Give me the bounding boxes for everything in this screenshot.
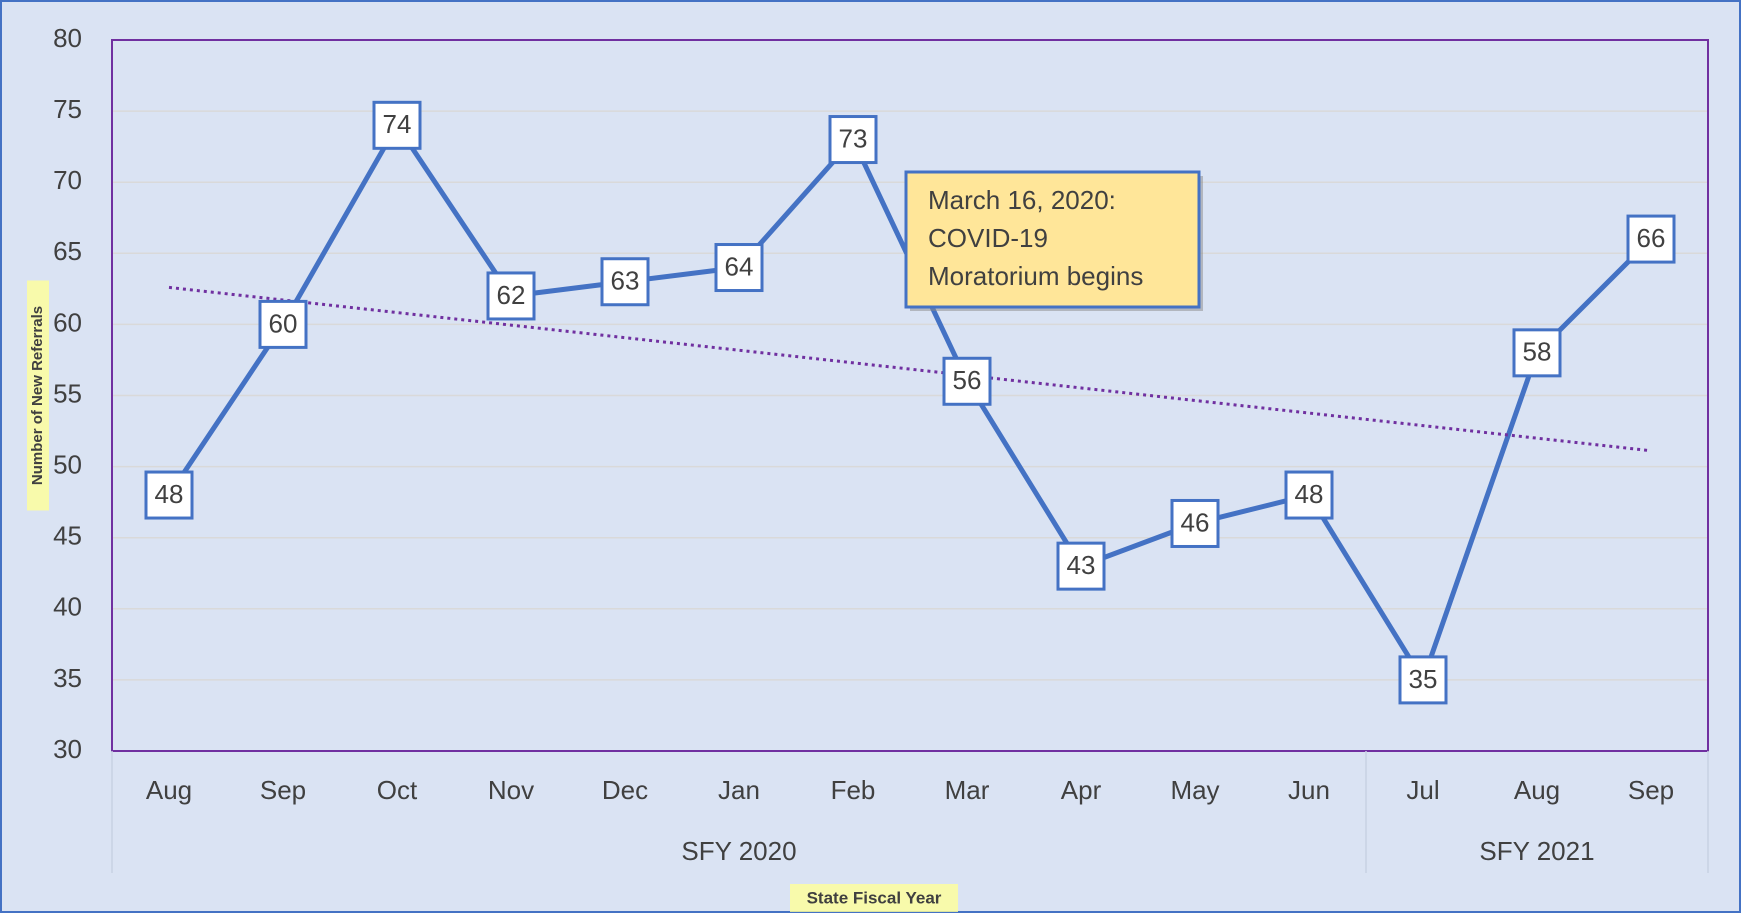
data-label: 35 [1409, 664, 1438, 694]
y-tick-label: 55 [53, 378, 82, 408]
annotation-text: COVID-19 [928, 223, 1048, 253]
data-label-box [1284, 470, 1334, 520]
x-tick-label: Jan [718, 775, 760, 805]
data-label: 64 [725, 251, 754, 281]
x-tick-label: Jul [1406, 775, 1439, 805]
x-axis-title: State Fiscal Year [807, 888, 942, 907]
data-label-box [1170, 498, 1220, 548]
x-tick-label: Apr [1061, 775, 1102, 805]
y-tick-label: 45 [53, 521, 82, 551]
x-tick-label: Mar [945, 775, 990, 805]
x-tick-label: Sep [260, 775, 306, 805]
data-label-box [600, 257, 650, 307]
y-axis-title: Number of New Referrals [29, 306, 46, 485]
annotation-text: Moratorium begins [928, 261, 1143, 291]
data-label: 73 [839, 123, 868, 153]
data-label: 74 [383, 109, 412, 139]
y-tick-label: 30 [53, 734, 82, 764]
x-tick-label: Oct [377, 775, 418, 805]
data-label: 58 [1523, 337, 1552, 367]
data-label: 62 [497, 280, 526, 310]
y-tick-label: 40 [53, 592, 82, 622]
data-label: 56 [953, 365, 982, 395]
data-label: 48 [1295, 479, 1324, 509]
data-label-box [1056, 541, 1106, 591]
y-tick-label: 80 [53, 23, 82, 53]
data-label-box [828, 115, 878, 165]
x-tick-label: Dec [602, 775, 648, 805]
data-label: 60 [269, 308, 298, 338]
y-axis-title-bg [27, 280, 49, 511]
y-tick-label: 35 [53, 663, 82, 693]
data-label: 43 [1067, 550, 1096, 580]
data-label-box [486, 271, 536, 321]
data-label: 66 [1637, 223, 1666, 253]
x-tick-label: Nov [488, 775, 534, 805]
data-label-box [942, 356, 992, 406]
y-tick-label: 75 [53, 94, 82, 124]
x-tick-label: Jun [1288, 775, 1330, 805]
x-tick-label: Sep [1628, 775, 1674, 805]
data-label: 46 [1181, 507, 1210, 537]
y-tick-label: 50 [53, 449, 82, 479]
data-label-box [144, 470, 194, 520]
data-label-box [1626, 214, 1676, 264]
y-tick-label: 70 [53, 165, 82, 195]
data-label-box [1512, 328, 1562, 378]
plot-border [111, 39, 1709, 752]
data-label-box [1398, 655, 1448, 705]
x-tick-label: Aug [146, 775, 192, 805]
data-label-box [714, 243, 764, 293]
annotation-box [904, 170, 1201, 309]
y-tick-label: 60 [53, 307, 82, 337]
data-label-box [258, 299, 308, 349]
x-tick-label: May [1170, 775, 1219, 805]
x-group-label: SFY 2020 [681, 836, 796, 866]
x-axis-title-bg [790, 884, 958, 912]
x-tick-label: Aug [1514, 775, 1560, 805]
x-group-label: SFY 2021 [1479, 836, 1594, 866]
annotation-text: March 16, 2020: [928, 185, 1116, 215]
x-tick-label: Feb [831, 775, 876, 805]
data-label-box [372, 100, 422, 150]
data-label: 48 [155, 479, 184, 509]
y-tick-label: 65 [53, 236, 82, 266]
data-label: 63 [611, 266, 640, 296]
